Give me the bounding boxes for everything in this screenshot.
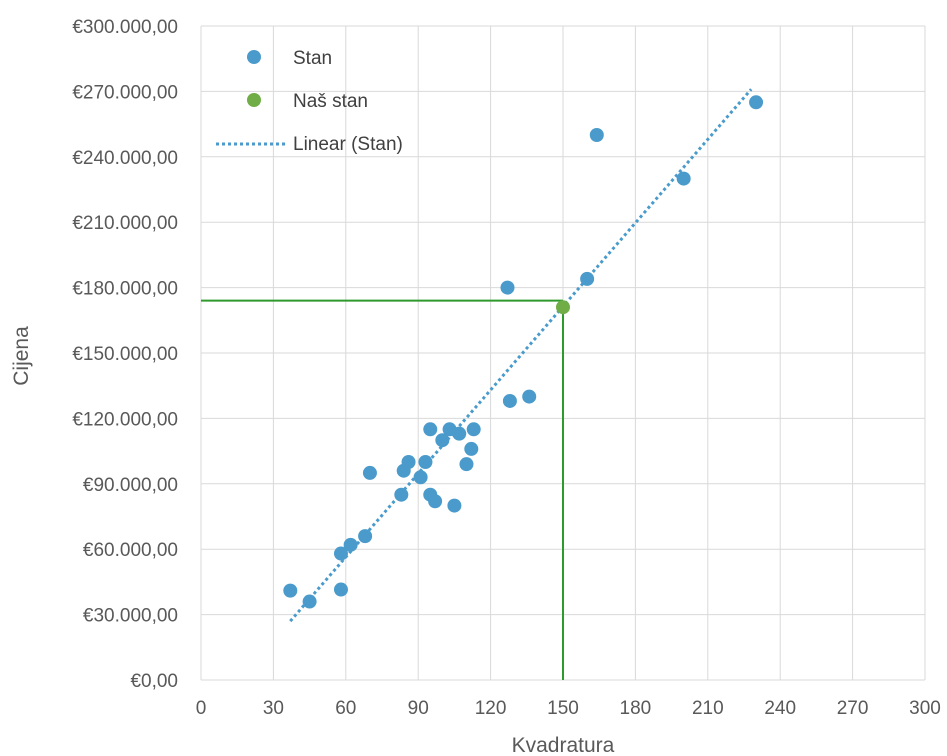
y-axis-title: Cijena [10, 326, 33, 386]
x-tick-label: 30 [263, 698, 284, 719]
data-point-stan [466, 422, 481, 437]
y-tick-label: €180.000,00 [72, 279, 178, 300]
data-point-stan [401, 455, 416, 469]
data-point-stan [500, 280, 515, 295]
data-point-stan [302, 594, 317, 609]
legend-label-stan: Stan [293, 48, 332, 69]
x-tick-label: 270 [837, 698, 869, 719]
data-point-stan [333, 546, 348, 561]
data-point-stan [589, 128, 604, 142]
x-axis-title: Kvadratura [512, 734, 615, 756]
data-point-stan [333, 582, 348, 597]
data-point-stan [447, 498, 462, 513]
data-points [283, 95, 764, 609]
data-point-stan [428, 494, 443, 509]
data-point-stan [452, 426, 467, 441]
x-tick-label: 240 [764, 698, 796, 719]
x-tick-label: 210 [692, 698, 724, 719]
y-tick-label: €90.000,00 [83, 475, 178, 496]
y-tick-label: €270.000,00 [72, 82, 178, 103]
y-tick-label: €120.000,00 [72, 409, 178, 430]
x-tick-label: 150 [547, 698, 579, 719]
y-tick-label: €210.000,00 [72, 213, 178, 234]
y-tick-label: €30.000,00 [83, 606, 178, 627]
x-tick-label: 90 [408, 698, 429, 719]
y-tick-label: €240.000,00 [72, 148, 178, 169]
data-point-stan [394, 487, 409, 502]
x-tick-label: 180 [620, 698, 652, 719]
x-tick-label: 0 [196, 698, 207, 719]
data-point-stan [362, 465, 377, 480]
data-point-stan [522, 389, 537, 404]
gridlines [200, 25, 926, 681]
legend: Stan Naš stan Linear (Stan) [216, 48, 403, 155]
data-point-stan [502, 393, 517, 408]
data-point-nas-stan [556, 300, 570, 315]
data-point-stan [676, 171, 691, 186]
y-tick-label: €150.000,00 [72, 344, 178, 365]
data-point-stan [459, 457, 474, 472]
legend-label-trendline: Linear (Stan) [293, 134, 403, 155]
data-point-stan [283, 583, 298, 598]
reference-lines [201, 299, 564, 680]
y-axis-tick-labels: €0,00 €30.000,00 €60.000,00 €90.000,00 €120.… [72, 17, 178, 692]
x-tick-label: 300 [909, 698, 941, 719]
data-point-stan [343, 537, 358, 552]
x-axis-tick-labels: 0 30 60 90 120 150 180 210 240 270 300 [196, 698, 941, 719]
legend-marker-stan [247, 50, 261, 64]
y-tick-label: €60.000,00 [83, 540, 178, 561]
data-point-stan [580, 271, 595, 286]
x-tick-label: 60 [335, 698, 356, 719]
data-point-stan [358, 529, 373, 544]
x-tick-label: 120 [475, 698, 507, 719]
legend-label-nas-stan: Naš stan [293, 91, 368, 112]
data-point-stan [464, 441, 479, 456]
data-point-stan [423, 422, 438, 437]
data-point-stan [413, 470, 428, 485]
legend-marker-nas-stan [247, 93, 261, 107]
y-tick-label: €0,00 [130, 671, 178, 692]
y-tick-label: €300.000,00 [72, 17, 178, 38]
data-point-stan [749, 95, 764, 110]
data-point-stan [418, 455, 433, 469]
data-point-stan [435, 433, 450, 448]
